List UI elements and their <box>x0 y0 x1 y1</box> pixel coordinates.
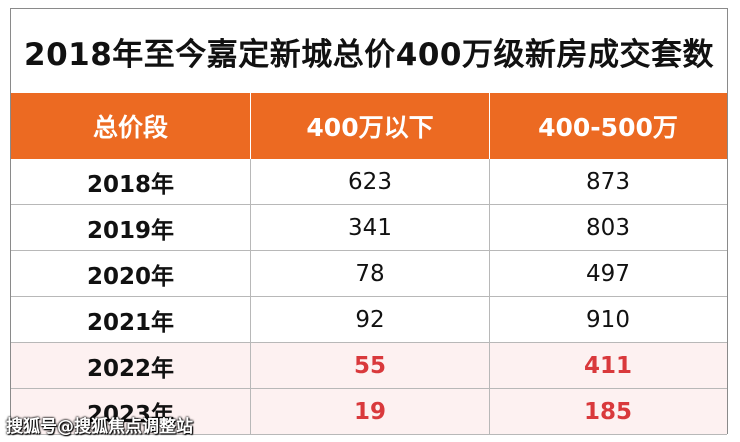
below-400-value-cell: 19 <box>251 389 490 434</box>
400-500-value-cell: 910 <box>586 306 630 333</box>
header-row: 总价段 400万以下 400-500万 <box>11 93 727 159</box>
below-400-value-cell: 341 <box>251 205 490 250</box>
table-row: 2019年 341 803 <box>11 205 727 251</box>
below-400-value-cell: 55 <box>251 343 490 388</box>
table-title: 2018年至今嘉定新城总价400万级新房成交套数 <box>24 36 714 73</box>
below-400-value-cell: 92 <box>251 297 490 342</box>
table-row: 2020年 78 497 <box>11 251 727 297</box>
table-row: 2023年 19 185 <box>11 389 727 435</box>
year-cell: 2019年 <box>11 205 251 250</box>
year-cell: 2022年 <box>11 343 251 388</box>
year-cell: 2021年 <box>11 297 251 342</box>
table-body: 2018年 623 873 2019年 341 803 2020年 78 497 2021年 92 9… <box>11 159 727 435</box>
table-row: 2021年 92 910 <box>11 297 727 343</box>
400-500-value-cell: 411 <box>583 352 632 379</box>
400-500-value-cell: 803 <box>586 214 630 241</box>
watermark: 搜狐号@搜狐焦点调整站 <box>6 417 193 437</box>
400-500-value-cell: 185 <box>583 398 632 425</box>
data-table: 2018年至今嘉定新城总价400万级新房成交套数 总价段 400万以下 400-… <box>10 8 728 435</box>
table-row: 2018年 623 873 <box>11 159 727 205</box>
below-400-value-cell: 623 <box>251 159 490 204</box>
header-price-segment: 总价段 <box>11 93 251 159</box>
table-row: 2022年 55 411 <box>11 343 727 389</box>
year-cell: 2020年 <box>11 251 251 296</box>
header-400-500: 400-500万 <box>538 113 678 142</box>
400-500-value-cell: 873 <box>586 168 630 195</box>
header-below-400: 400万以下 <box>251 93 490 159</box>
below-400-value-cell: 78 <box>251 251 490 296</box>
400-500-value-cell: 497 <box>586 260 630 287</box>
year-cell: 2023年 <box>11 389 251 434</box>
year-cell: 2018年 <box>11 159 251 204</box>
